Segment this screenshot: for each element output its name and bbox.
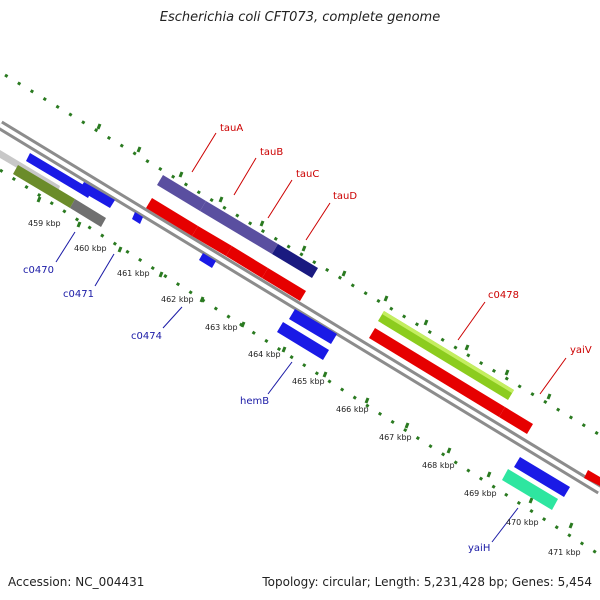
gene-c0478-stripe [382, 311, 514, 393]
label-yaiH: yaiH [468, 543, 490, 554]
inner-major-ticks [36, 196, 574, 529]
label-tauC: tauC [296, 169, 319, 180]
gene-small-blue-1 [132, 212, 143, 224]
forward-gene-labels: tauA tauB tauC tauD c0478 yaiV [220, 123, 592, 356]
label-tauB: tauB [260, 147, 283, 158]
outer-dotted-track [4, 73, 600, 437]
backbone-inner [0, 123, 600, 492]
kbp-label: 463 kbp [205, 323, 238, 332]
reverse-genes [13, 165, 570, 510]
gene-tauB [200, 201, 278, 254]
tau-red-genes [146, 198, 533, 434]
gene-c0478 [378, 311, 514, 400]
label-c0478: c0478 [488, 290, 519, 301]
kbp-label: 464 kbp [248, 350, 281, 359]
label-hemB: hemB [240, 396, 269, 407]
gene-hemB-1 [289, 309, 337, 344]
gene-small-blue-2 [199, 253, 216, 268]
kbp-label: 469 kbp [464, 489, 497, 498]
label-c0471: c0471 [63, 289, 94, 300]
kbp-labels: 459 kbp 460 kbp 461 kbp 462 kbp 463 kbp … [28, 219, 581, 557]
kbp-label: 461 kbp [117, 269, 150, 278]
outer-major-ticks [96, 123, 552, 400]
gene-yaiH-blue [514, 457, 570, 497]
kbp-label: 471 kbp [548, 548, 581, 557]
gene-hemB-2 [277, 322, 329, 360]
kbp-label: 462 kbp [161, 295, 194, 304]
kbp-label: 470 kbp [506, 518, 539, 527]
accession-text: Accession: NC_004431 [8, 575, 145, 589]
leader-lines [55, 132, 567, 543]
kbp-label: 465 kbp [292, 377, 325, 386]
label-tauD: tauD [333, 191, 357, 202]
gene-forward-blue-2 [79, 182, 115, 208]
inner-dotted-track [0, 168, 600, 557]
reverse-gene-labels: c0470 c0471 c0474 hemB yaiH [23, 265, 490, 554]
label-c0474: c0474 [131, 331, 162, 342]
label-yaiV: yaiV [570, 345, 592, 356]
label-tauA: tauA [220, 123, 243, 134]
kbp-label: 466 kbp [336, 405, 369, 414]
kbp-label: 467 kbp [379, 433, 412, 442]
map-title: Escherichia coli CFT073, complete genome [159, 10, 441, 25]
gene-gray [70, 199, 106, 227]
kbp-label: 468 kbp [422, 461, 455, 470]
gene-tauA [157, 175, 206, 211]
gene-forward-blue-1 [26, 153, 92, 198]
gene-olive [13, 165, 75, 208]
kbp-label: 459 kbp [28, 219, 61, 228]
gene-tauC [272, 244, 318, 278]
kbp-label: 460 kbp [74, 244, 107, 253]
label-c0470: c0470 [23, 265, 54, 276]
gene-yaiV-partial [584, 470, 600, 486]
topology-text: Topology: circular; Length: 5,231,428 bp… [262, 575, 592, 589]
gene-yaiH [502, 469, 558, 510]
forward-genes [0, 150, 600, 486]
